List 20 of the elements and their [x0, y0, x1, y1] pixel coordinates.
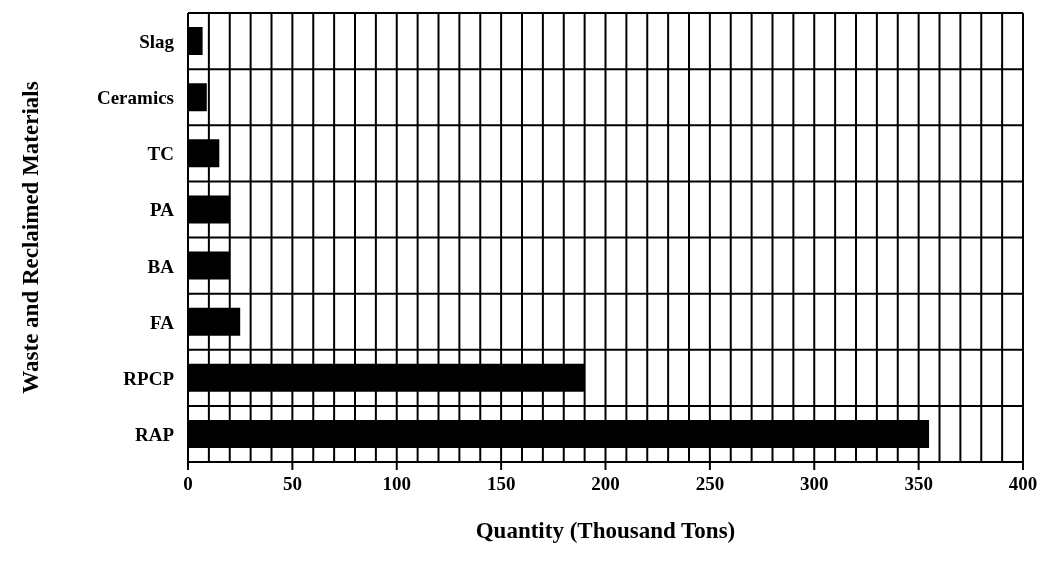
x-tick-label: 400	[1008, 473, 1038, 494]
x-axis-title: Quantity (Thousand Tons)	[475, 518, 736, 544]
y-tick-label: TC	[147, 143, 174, 165]
y-tick-label: RPCP	[123, 367, 175, 389]
y-tick-label: Ceramics	[96, 87, 174, 109]
y-tick-label: PA	[150, 199, 175, 221]
y-tick-label: FA	[150, 311, 175, 333]
x-tick-label: 100	[382, 473, 411, 494]
y-tick-label: BA	[147, 255, 175, 277]
x-tick-label: 350	[904, 473, 933, 494]
y-tick-label: Slag	[139, 31, 175, 53]
y-axis-title: Waste and Reclaimed Materials	[18, 81, 43, 394]
x-tick-label: 300	[800, 473, 829, 494]
x-tick-label: 50	[282, 473, 302, 494]
x-tick-label: 0	[183, 473, 193, 494]
x-tick-label: 150	[486, 473, 516, 494]
y-tick-label: RAP	[134, 423, 175, 445]
x-tick-label: 200	[591, 473, 620, 494]
bar	[188, 27, 203, 56]
x-tick-label: 250	[695, 473, 725, 494]
